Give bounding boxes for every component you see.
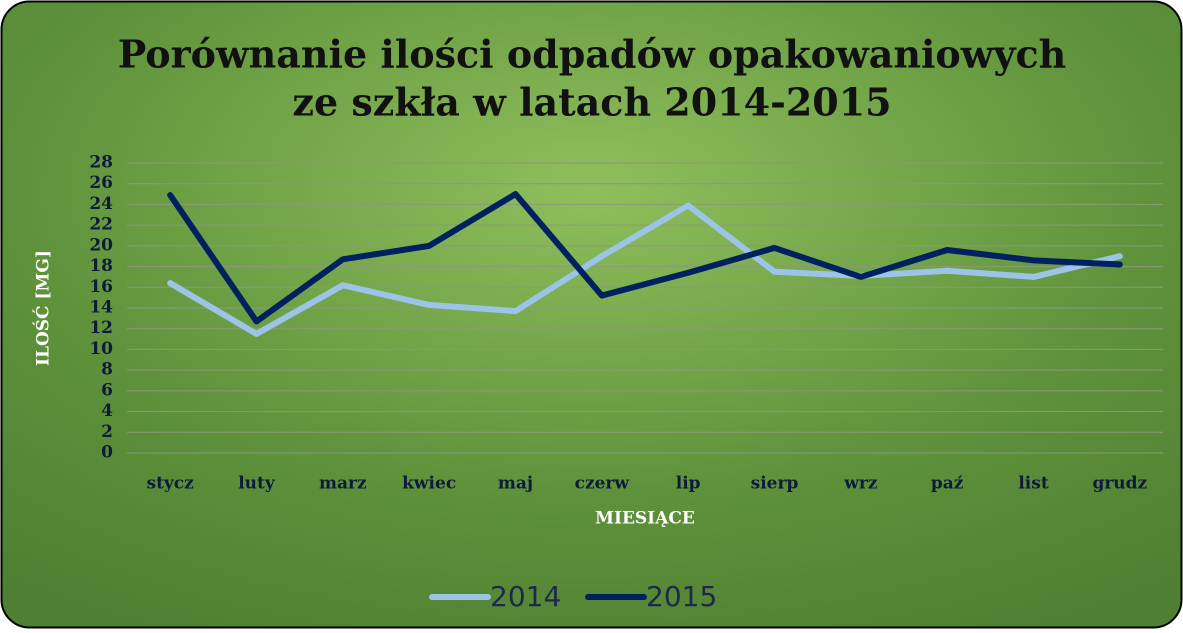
x-tick-label: kwiec bbox=[402, 474, 456, 494]
y-tick-label: 8 bbox=[101, 360, 113, 380]
x-tick-label: wrz bbox=[843, 474, 878, 494]
y-tick-label: 0 bbox=[101, 443, 113, 463]
x-tick-label: lip bbox=[676, 474, 701, 494]
y-tick-label: 12 bbox=[89, 318, 113, 338]
chart-title: ze szkła w latach 2014-2015 bbox=[292, 80, 891, 125]
y-tick-label: 24 bbox=[89, 194, 113, 214]
y-tick-label: 6 bbox=[101, 380, 113, 400]
line-series bbox=[167, 202, 1123, 337]
x-tick-label: luty bbox=[238, 474, 276, 494]
x-tick-label: grudz bbox=[1092, 474, 1147, 494]
y-tick-label: 26 bbox=[89, 173, 113, 193]
y-tick-label: 16 bbox=[89, 277, 113, 297]
x-tick-label: czerw bbox=[575, 474, 630, 494]
y-tick-label: 4 bbox=[101, 401, 113, 421]
x-tick-label: sierp bbox=[751, 474, 799, 494]
y-tick-label: 18 bbox=[89, 256, 113, 276]
legend-label: 2015 bbox=[646, 580, 717, 613]
y-tick-label: 14 bbox=[89, 298, 113, 318]
legend-label: 2014 bbox=[490, 580, 561, 613]
x-tick-label: list bbox=[1018, 474, 1048, 494]
y-tick-label: 10 bbox=[89, 339, 113, 359]
x-tick-label: maj bbox=[498, 474, 533, 494]
y-tick-label: 22 bbox=[89, 215, 113, 235]
y-tick-label: 28 bbox=[89, 153, 113, 173]
x-axis-label: MIESIĄCE bbox=[595, 509, 695, 529]
x-tick-label: paź bbox=[931, 474, 964, 494]
chart-title: Porównanie ilości odpadów opakowaniowych bbox=[118, 32, 1067, 77]
y-axis-label: ILOŚĆ [MG] bbox=[33, 250, 54, 366]
x-tick-label: stycz bbox=[147, 474, 195, 494]
line-series bbox=[167, 191, 1123, 325]
y-tick-label: 2 bbox=[101, 422, 113, 442]
x-tick-label: marz bbox=[319, 474, 367, 494]
y-tick-label: 20 bbox=[89, 235, 113, 255]
